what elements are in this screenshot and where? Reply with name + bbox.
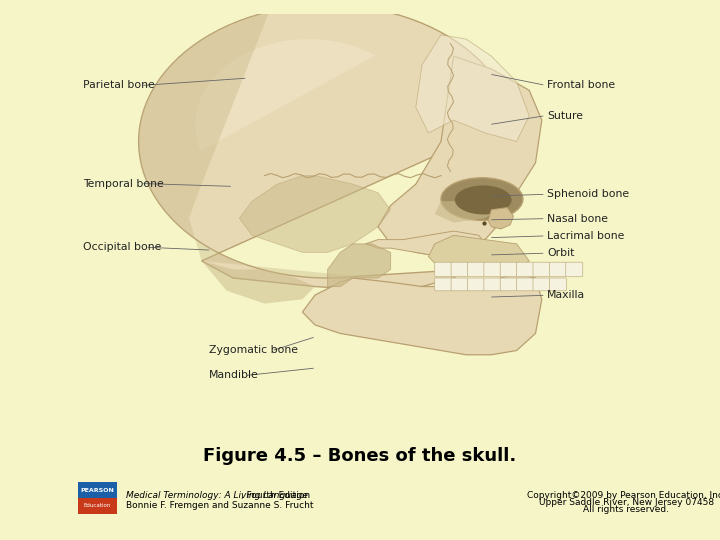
FancyBboxPatch shape bbox=[484, 262, 501, 276]
FancyBboxPatch shape bbox=[533, 278, 550, 291]
Polygon shape bbox=[139, 12, 357, 278]
Text: Lacrimal bone: Lacrimal bone bbox=[547, 231, 624, 241]
Polygon shape bbox=[139, 5, 514, 291]
Polygon shape bbox=[416, 35, 529, 141]
FancyBboxPatch shape bbox=[435, 278, 451, 291]
FancyBboxPatch shape bbox=[451, 262, 468, 276]
Polygon shape bbox=[365, 231, 485, 256]
Text: Nasal bone: Nasal bone bbox=[547, 214, 608, 224]
FancyBboxPatch shape bbox=[435, 262, 451, 276]
FancyBboxPatch shape bbox=[533, 262, 550, 276]
Text: Education: Education bbox=[84, 503, 112, 508]
Text: Parietal bone: Parietal bone bbox=[83, 80, 155, 90]
FancyBboxPatch shape bbox=[451, 278, 468, 291]
FancyBboxPatch shape bbox=[549, 278, 567, 291]
Bar bbox=[78, 482, 117, 498]
FancyBboxPatch shape bbox=[517, 278, 534, 291]
Text: Sphenoid bone: Sphenoid bone bbox=[547, 190, 629, 199]
FancyBboxPatch shape bbox=[484, 278, 501, 291]
Polygon shape bbox=[488, 207, 513, 229]
Polygon shape bbox=[302, 274, 541, 355]
FancyBboxPatch shape bbox=[500, 262, 517, 276]
Text: Medical Terminology: A Living Language: Medical Terminology: A Living Language bbox=[126, 491, 307, 500]
Bar bbox=[78, 498, 117, 514]
Text: Maxilla: Maxilla bbox=[547, 291, 585, 300]
Polygon shape bbox=[378, 56, 541, 256]
Text: Temporal bone: Temporal bone bbox=[83, 179, 163, 188]
Text: Zygomatic bone: Zygomatic bone bbox=[209, 345, 298, 355]
FancyBboxPatch shape bbox=[500, 278, 517, 291]
Ellipse shape bbox=[441, 178, 523, 220]
Text: Frontal bone: Frontal bone bbox=[547, 80, 616, 90]
Text: Bonnie F. Fremgen and Suzanne S. Frucht: Bonnie F. Fremgen and Suzanne S. Frucht bbox=[126, 501, 313, 510]
Text: Suture: Suture bbox=[547, 111, 583, 121]
Text: , Fourth Edition: , Fourth Edition bbox=[126, 491, 310, 500]
Text: Occipital bone: Occipital bone bbox=[83, 242, 161, 252]
Text: Mandible: Mandible bbox=[209, 370, 258, 380]
Polygon shape bbox=[435, 197, 504, 222]
Polygon shape bbox=[239, 176, 391, 252]
FancyBboxPatch shape bbox=[517, 262, 534, 276]
Polygon shape bbox=[202, 261, 315, 303]
Text: PEARSON: PEARSON bbox=[81, 488, 114, 492]
Text: Upper Saddle River, New Jersey 07458: Upper Saddle River, New Jersey 07458 bbox=[539, 498, 714, 507]
Polygon shape bbox=[195, 39, 375, 151]
Text: All rights reserved.: All rights reserved. bbox=[583, 505, 670, 514]
Text: Figure 4.5 – Bones of the skull.: Figure 4.5 – Bones of the skull. bbox=[203, 447, 517, 465]
Ellipse shape bbox=[455, 185, 512, 214]
FancyBboxPatch shape bbox=[566, 262, 582, 276]
FancyBboxPatch shape bbox=[467, 262, 485, 276]
Polygon shape bbox=[428, 235, 529, 274]
FancyBboxPatch shape bbox=[549, 262, 567, 276]
Text: Copyright©2009 by Pearson Education, Inc.: Copyright©2009 by Pearson Education, Inc… bbox=[527, 491, 720, 500]
Text: Orbit: Orbit bbox=[547, 248, 575, 258]
FancyBboxPatch shape bbox=[467, 278, 485, 291]
Polygon shape bbox=[328, 244, 391, 287]
